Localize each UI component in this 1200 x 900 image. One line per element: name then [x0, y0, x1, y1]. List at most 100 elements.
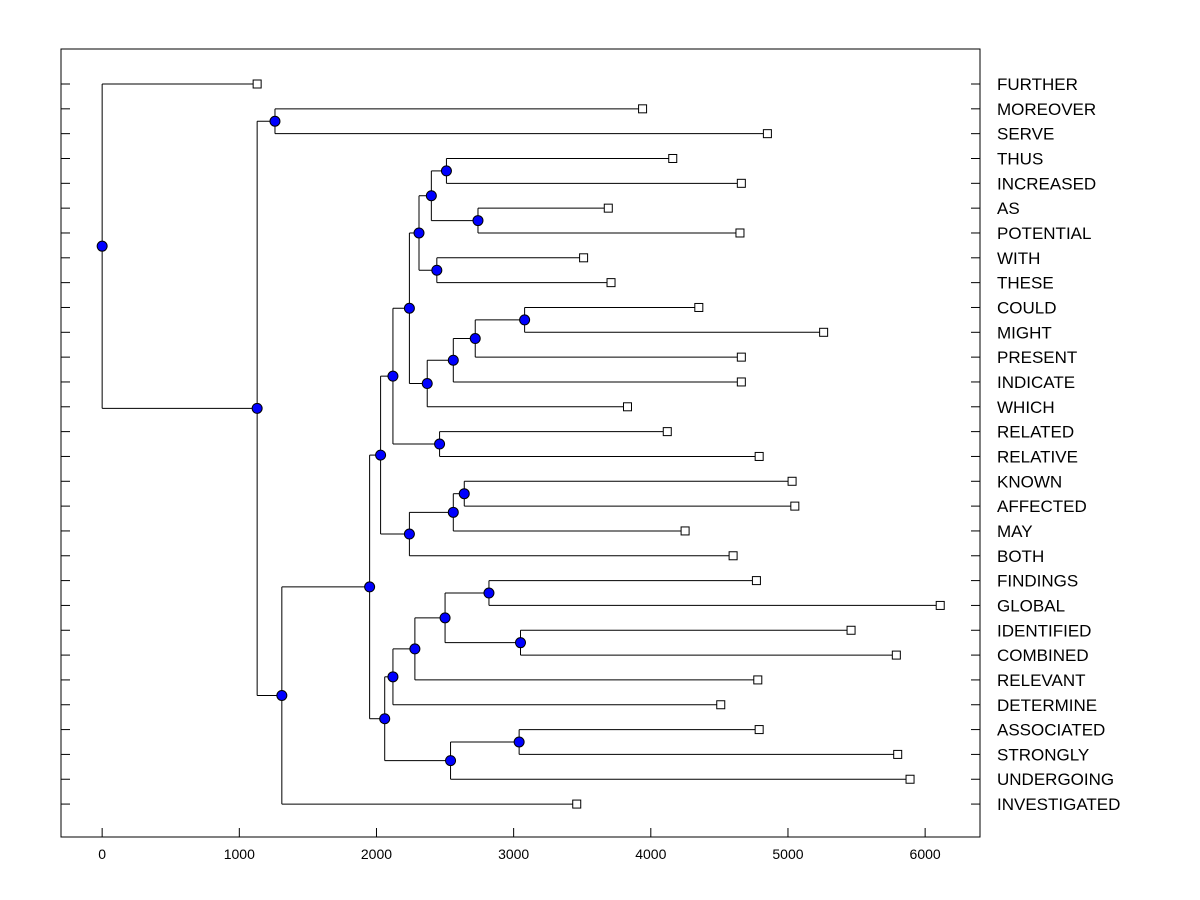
leaf-label-both: BOTH [997, 547, 1044, 566]
leaf-label-identified: IDENTIFIED [997, 621, 1091, 640]
merge-node-n23 [513, 736, 525, 748]
leaf-marker-both [728, 551, 738, 561]
leaf-marker-relative [754, 451, 764, 461]
leaf-label-which: WHICH [997, 398, 1055, 417]
x-tick-label: 1000 [224, 846, 255, 862]
x-tick-label: 4000 [635, 846, 666, 862]
leaf-marker-with [579, 253, 589, 263]
merge-node-n11 [403, 302, 415, 314]
leaf-marker-strongly [893, 749, 903, 759]
merge-node-n22 [387, 671, 399, 683]
x-tick-label: 0 [98, 846, 106, 862]
merge-node-n1 [269, 115, 281, 127]
leaf-marker-affected [790, 501, 800, 511]
leaf-marker-related [662, 427, 672, 437]
leaf-marker-moreover [638, 104, 648, 114]
merge-node-n14 [458, 488, 470, 500]
leaf-marker-serve [762, 129, 772, 139]
leaf-label-increased: INCREASED [997, 174, 1096, 193]
leaf-label-might: MIGHT [997, 323, 1052, 342]
leaf-marker-as [603, 203, 613, 213]
merge-node-n2 [440, 165, 452, 177]
merge-node-n17 [375, 449, 387, 461]
plot-frame [60, 48, 981, 838]
leaf-label-affected: AFFECTED [997, 497, 1087, 516]
leaf-label-relative: RELATIVE [997, 447, 1078, 466]
merge-node-n13 [387, 370, 399, 382]
axis-ticks [61, 83, 980, 837]
leaf-label-further: FURTHER [997, 75, 1078, 94]
leaf-marker-further [252, 79, 262, 89]
leaf-marker-could [694, 302, 704, 312]
leaf-label-strongly: STRONGLY [997, 745, 1089, 764]
merge-node-n10 [421, 378, 433, 390]
merge-node-n21 [409, 643, 421, 655]
leaf-label-may: MAY [997, 522, 1033, 541]
leaf-marker-indicate [736, 377, 746, 387]
leaf-marker-may [680, 526, 690, 536]
leaf-label-could: COULD [997, 298, 1057, 317]
leaf-marker-thus [668, 153, 678, 163]
leaf-label-indicate: INDICATE [997, 373, 1075, 392]
leaf-labels: FURTHER MOREOVER SERVE THUS INCREASED AS POTEN… [997, 75, 1120, 814]
leaf-label-global: GLOBAL [997, 596, 1065, 615]
merge-node-n12 [434, 438, 446, 450]
leaf-marker-associated [754, 725, 764, 735]
merge-node-n5 [431, 264, 443, 276]
leaf-marker-relevant [753, 675, 763, 685]
merge-node-n4 [425, 190, 437, 202]
leaf-label-these: THESE [997, 274, 1054, 293]
merge-node-n9 [447, 354, 459, 366]
leaf-label-serve: SERVE [997, 125, 1054, 144]
merge-node-n20 [439, 612, 451, 624]
leaf-marker-known [787, 476, 797, 486]
leaf-marker-combined [891, 650, 901, 660]
merge-node-n25 [379, 713, 391, 725]
leaf-label-combined: COMBINED [997, 646, 1089, 665]
leaf-label-associated: ASSOCIATED [997, 721, 1105, 740]
leaf-label-known: KNOWN [997, 472, 1062, 491]
leaf-label-related: RELATED [997, 423, 1074, 442]
leaf-marker-determine [716, 700, 726, 710]
leaf-marker-investigated [572, 799, 582, 809]
merge-node-n8 [469, 333, 481, 345]
merge-node-n26 [364, 581, 376, 593]
leaf-label-relevant: RELEVANT [997, 671, 1086, 690]
merge-node-n6 [413, 227, 425, 239]
leaf-label-thus: THUS [997, 149, 1043, 168]
merge-node-n29 [96, 240, 108, 252]
leaf-label-moreover: MOREOVER [997, 100, 1096, 119]
leaf-label-present: PRESENT [997, 348, 1077, 367]
leaf-marker-which [622, 402, 632, 412]
x-tick-label: 5000 [772, 846, 803, 862]
merge-node-n28 [251, 402, 263, 414]
leaf-marker-identified [846, 625, 856, 635]
x-tick-label: 6000 [910, 846, 941, 862]
merge-node-n16 [403, 528, 415, 540]
merge-node-n7 [519, 314, 531, 326]
leaf-marker-might [819, 327, 829, 337]
leaf-marker-these [606, 278, 616, 288]
x-tick-label: 3000 [498, 846, 529, 862]
leaf-markers [252, 79, 945, 809]
leaf-marker-potential [735, 228, 745, 238]
x-tick-labels: 0 1000 2000 3000 4000 5000 6000 [98, 846, 941, 862]
leaf-marker-increased [736, 178, 746, 188]
merge-node-n3 [472, 215, 484, 227]
leaf-label-potential: POTENTIAL [997, 224, 1091, 243]
merge-node-n15 [447, 506, 459, 518]
leaf-label-findings: FINDINGS [997, 572, 1078, 591]
leaf-label-as: AS [997, 199, 1020, 218]
merge-nodes [96, 115, 531, 767]
merge-node-n27 [276, 689, 288, 701]
merge-node-n18 [483, 587, 495, 599]
x-tick-label: 2000 [361, 846, 392, 862]
leaf-label-investigated: INVESTIGATED [997, 795, 1120, 814]
leaf-label-undergoing: UNDERGOING [997, 770, 1114, 789]
merge-node-n24 [445, 755, 457, 767]
leaf-label-determine: DETERMINE [997, 696, 1097, 715]
leaf-marker-present [736, 352, 746, 362]
leaf-marker-global [935, 600, 945, 610]
merge-node-n19 [515, 637, 526, 649]
